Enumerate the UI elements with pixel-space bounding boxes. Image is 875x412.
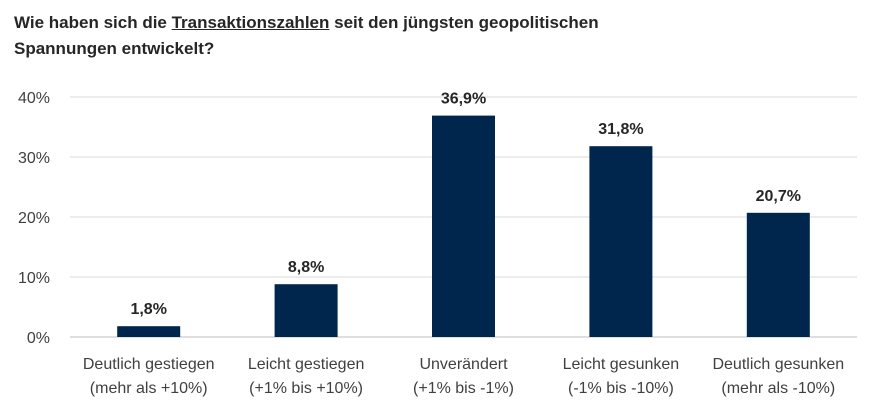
bar [117,326,181,337]
bar [589,146,653,337]
y-tick-label: 20% [18,210,50,227]
data-labels: 1,8% 8,8% 36,9% 31,8% 20,7% [130,91,801,319]
x-category-label: Deutlich gestiegen [83,356,215,373]
data-label: 1,8% [130,301,166,318]
x-category-label: (+1% bis -1%) [413,380,514,397]
y-tick-label: 10% [18,270,50,287]
title-part-1: Wie haben sich die [14,13,172,32]
x-category-label: Deutlich gesunken [712,356,844,373]
bar [274,284,338,337]
x-category-label: Leicht gesunken [563,356,680,373]
y-axis-tick-labels: 0% 10% 20% 30% 40% [18,90,50,347]
chart-title: Wie haben sich die Transaktionszahlen se… [14,10,854,62]
bars [117,115,810,337]
title-line-2: Spannungen entwickelt? [14,39,215,58]
x-category-label: (mehr als +10%) [90,380,208,397]
bar [432,115,495,337]
title-underlined-word: Transaktionszahlen [171,13,330,32]
data-label: 20,7% [756,188,801,205]
title-part-3: seit den jüngsten geopolitischen [329,13,599,32]
y-tick-label: 40% [18,90,50,107]
x-category-label: (mehr als -10%) [721,380,835,397]
data-label: 36,9% [441,91,486,108]
x-category-label: Unverändert [419,356,508,373]
data-label: 31,8% [598,121,643,138]
x-category-label: (-1% bis -10%) [568,380,674,397]
x-category-label: Leicht gestiegen [248,356,365,373]
category-labels: Deutlich gestiegen (mehr als +10%) Leicht … [83,356,844,397]
x-category-label: (+1% bis +10%) [249,380,363,397]
data-label: 8,8% [288,259,324,276]
y-tick-label: 0% [27,330,50,347]
y-tick-label: 30% [18,150,50,167]
bar [746,212,810,337]
